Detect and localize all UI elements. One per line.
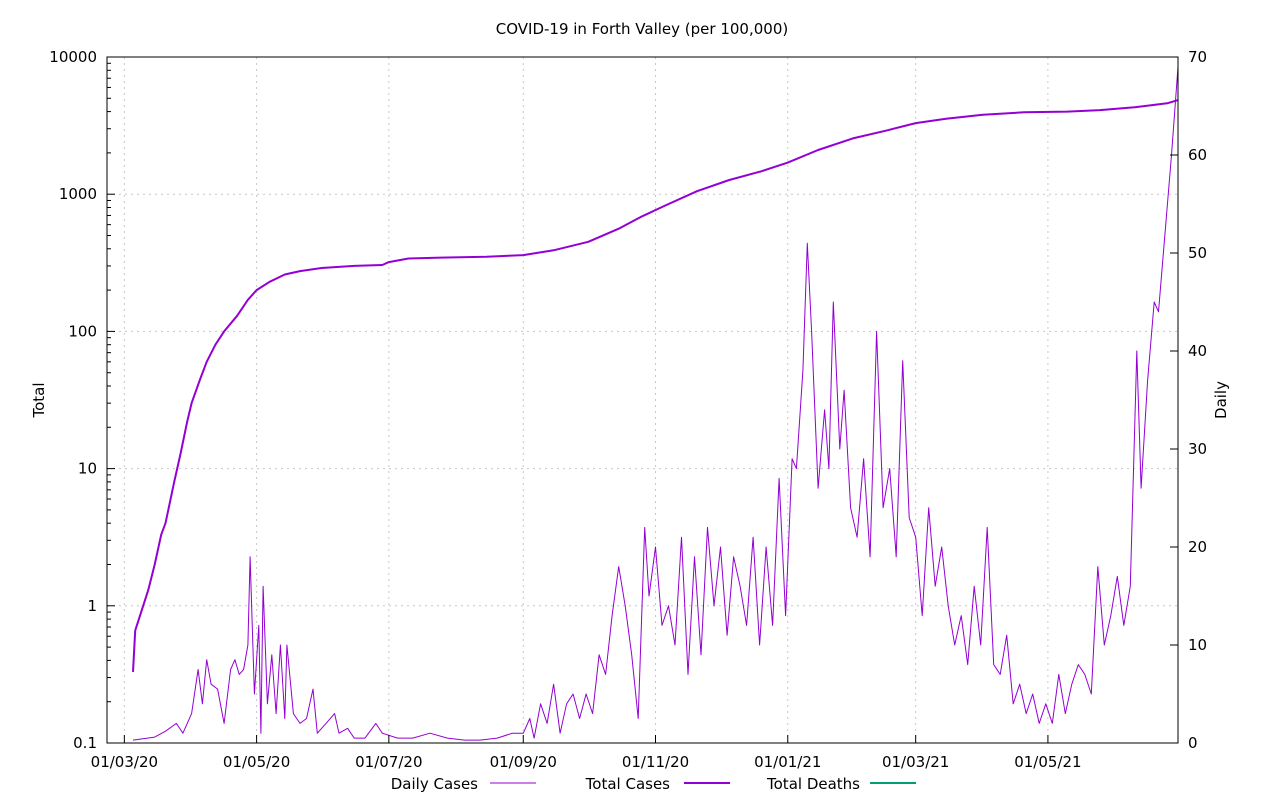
y-left-tick-label: 1 [87, 597, 97, 615]
legend-label-total-deaths: Total Deaths [766, 775, 860, 793]
y-right-tick-label: 10 [1188, 636, 1207, 654]
y-left-tick-label: 1000 [59, 185, 97, 203]
series-line-daily-cases [132, 66, 1179, 741]
plot-area-frame [106, 56, 1179, 744]
y-right-tick-label: 30 [1188, 440, 1207, 458]
y-right-tick-label: 70 [1188, 48, 1207, 66]
x-tick-label: 01/03/20 [91, 753, 158, 771]
x-tick-label: 01/05/20 [223, 753, 290, 771]
y-axis-right-label: Daily [1212, 381, 1230, 419]
legend: Daily Cases Total Cases Total Deaths [391, 775, 916, 793]
series-layer [132, 66, 1179, 741]
x-tick-label: 01/11/20 [622, 753, 689, 771]
grid [107, 57, 1178, 743]
y-left-tick-label: 10 [78, 460, 97, 478]
legend-label-total-cases: Total Cases [585, 775, 671, 793]
y-right-tick-label: 20 [1188, 538, 1207, 556]
x-tick-label: 01/03/21 [882, 753, 949, 771]
y-right-tick-label: 0 [1188, 734, 1198, 752]
chart-title: COVID-19 in Forth Valley (per 100,000) [496, 20, 788, 38]
series-line-total-cases [132, 99, 1179, 672]
x-tick-label: 01/05/21 [1014, 753, 1081, 771]
x-tick-label: 01/07/20 [355, 753, 422, 771]
legend-label-daily-cases: Daily Cases [391, 775, 478, 793]
y-left-tick-label: 100 [68, 322, 97, 340]
x-tick-label: 01/09/20 [490, 753, 557, 771]
axes: 0.1 1 10 100 1000 10000 0 10 20 30 40 50 60 70 01/03/2… [49, 48, 1207, 771]
y-left-tick-label: 0.1 [73, 734, 97, 752]
y-axis-left-label: Total [30, 382, 48, 418]
y-right-tick-label: 60 [1188, 146, 1207, 164]
y-right-tick-label: 40 [1188, 342, 1207, 360]
y-right-tick-label: 50 [1188, 244, 1207, 262]
y-left-tick-label: 10000 [49, 48, 97, 66]
x-tick-label: 01/01/21 [754, 753, 821, 771]
